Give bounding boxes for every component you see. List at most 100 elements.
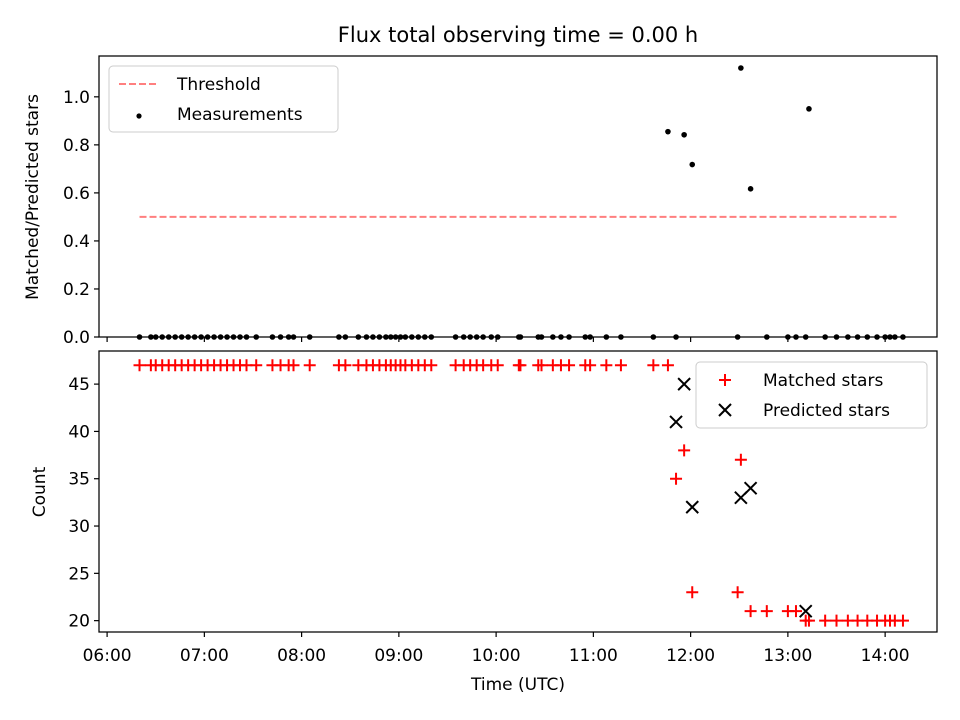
measurement-point [681, 131, 687, 138]
bottom-y-tick-label: 20 [68, 612, 90, 632]
measurement-point [230, 334, 237, 340]
matched-star-point [686, 586, 699, 599]
matched-star-point [303, 359, 316, 372]
measurement-point [864, 334, 871, 340]
measurement-point [217, 334, 224, 340]
measurement-point [467, 334, 473, 340]
measurement-point [370, 334, 376, 340]
measurement-point [285, 334, 292, 340]
top-y-tick-label: 0.8 [63, 136, 90, 156]
top-y-tick-label: 0.0 [63, 328, 90, 348]
measurement-point [854, 334, 861, 340]
bottom-legend: Matched stars Predicted stars [695, 361, 928, 429]
measurement-point [460, 334, 467, 340]
top-panel: 0.0 0.2 0.4 0.6 0.8 1.0 Matched/Predicted sta… [23, 55, 938, 348]
measurement-point [290, 334, 297, 340]
measurement-point [224, 334, 230, 340]
measurement-point [392, 334, 399, 340]
bottom-y-tick-label: 45 [68, 375, 90, 395]
measurement-point [488, 334, 495, 340]
bottom-y-tick-label: 35 [68, 470, 90, 490]
matched-star-point [133, 359, 146, 372]
measurement-point [198, 334, 204, 340]
matched-star-point [514, 359, 527, 372]
matched-star-point [731, 586, 744, 599]
matched-star-point [734, 453, 747, 466]
measurement-point [136, 334, 143, 340]
legend-matched-label: Matched stars [763, 371, 883, 391]
measurement-point [887, 334, 893, 340]
measurement-point [336, 334, 342, 340]
measurement-point [204, 334, 211, 340]
bottom-x-tick-label: 08:00 [277, 646, 326, 666]
bottom-y-axis-label: Count [30, 466, 50, 517]
legend-matched-swatch [719, 374, 731, 386]
measurement-point [650, 334, 657, 340]
bottom-x-tick-label: 06:00 [83, 646, 132, 666]
measurement-point [517, 334, 524, 340]
measurement-point [882, 334, 888, 340]
measurement-point [802, 334, 809, 340]
measurement-point [806, 106, 812, 112]
bottom-panel: 20 25 30 35 40 45 06:00 07:00 08:00 09:00 10:00 11… [30, 350, 938, 695]
bottom-plot-frame [98, 350, 938, 633]
predicted-star-point [685, 500, 699, 514]
matched-star-point [789, 605, 802, 618]
legend-predicted-swatch [718, 403, 732, 417]
measurement-point [833, 334, 840, 340]
measurement-point [355, 334, 362, 340]
predicted-star-point [677, 377, 691, 391]
measurement-point [603, 334, 610, 340]
matched-star-point [339, 359, 352, 372]
predicted-star-point [669, 415, 683, 429]
measurement-point [383, 334, 389, 340]
chart-title: Flux total observing time = 0.00 h [338, 23, 698, 47]
measurement-point [415, 334, 422, 340]
measurement-point [159, 334, 166, 340]
measurement-point [363, 334, 370, 340]
bottom-x-tick-label: 12:00 [666, 646, 715, 666]
top-y-axis-label: Matched/Predicted stars [23, 94, 43, 300]
measurement-point [342, 334, 349, 340]
measurement-point [277, 334, 284, 340]
predicted-star-point [799, 604, 813, 618]
measurement-point [587, 334, 593, 340]
matched-star-point [802, 614, 815, 627]
matched-star-point [614, 359, 627, 372]
measurement-point [397, 334, 404, 340]
measurement-point [689, 161, 696, 168]
matched-star-point [491, 359, 504, 372]
measurement-point [421, 334, 428, 340]
legend-measurements-swatch [136, 113, 142, 119]
matched-star-point [744, 605, 757, 618]
measurement-point [148, 334, 154, 340]
measurement-point [538, 334, 545, 340]
bottom-x-tick-label: 09:00 [374, 646, 423, 666]
measurement-point [428, 334, 435, 340]
matched-star-point [600, 359, 613, 372]
top-y-tick-label: 0.2 [63, 280, 90, 300]
measurement-point [211, 334, 217, 340]
measurement-point [734, 334, 741, 340]
measurement-point [376, 334, 383, 340]
measurement-point [618, 334, 624, 340]
measurement-point [582, 334, 589, 340]
measurement-point [402, 334, 409, 340]
measurement-point [253, 334, 260, 340]
bottom-y-tick-label: 25 [68, 564, 90, 584]
matched-star-point [584, 359, 597, 372]
measurement-point [243, 334, 250, 340]
measurement-point [480, 334, 486, 340]
measurement-point [452, 334, 459, 340]
matched-star-point [670, 472, 683, 485]
matched-star-point [287, 359, 300, 372]
x-axis-label: Time (UTC) [470, 675, 565, 695]
bottom-x-tick-label: 13:00 [763, 646, 812, 666]
measurement-point [747, 186, 754, 192]
bottom-x-tick-label: 07:00 [180, 646, 229, 666]
measurement-point [550, 334, 556, 340]
bottom-y-tick-label: 40 [68, 422, 90, 442]
measurement-point [165, 334, 172, 340]
matched-star-point [563, 359, 576, 372]
